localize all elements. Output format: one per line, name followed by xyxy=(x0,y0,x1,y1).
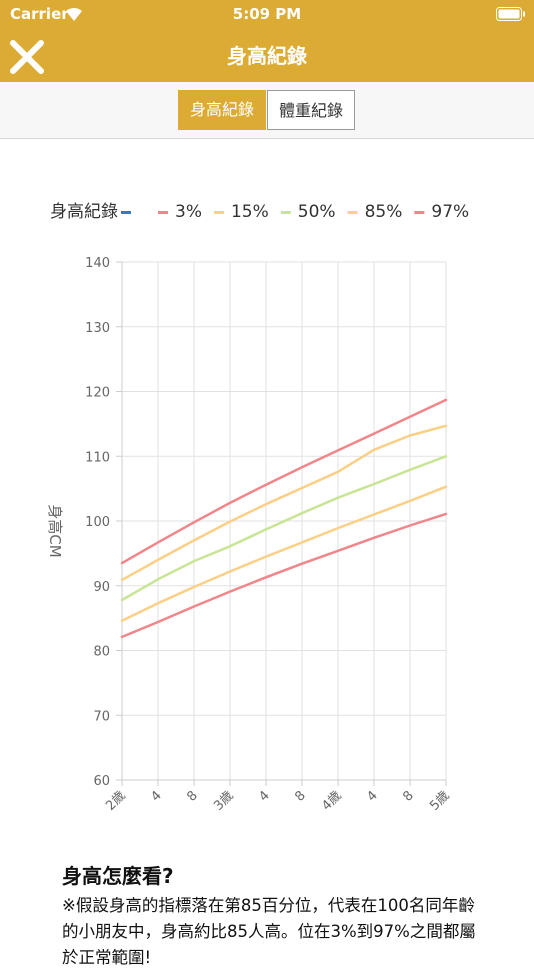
y-tick-label: 90 xyxy=(93,580,110,595)
x-tick-label: 4歲 xyxy=(319,788,345,814)
y-tick-label: 100 xyxy=(85,515,110,530)
legend-label: 85% xyxy=(365,202,403,222)
y-tick-label: 80 xyxy=(93,645,110,660)
wifi-icon xyxy=(66,7,82,21)
tab-bar: 身高紀錄 體重紀錄 xyxy=(0,82,534,139)
time: 5:09 PM xyxy=(232,5,302,23)
x-tick-label: 4 xyxy=(364,788,380,804)
x-tick-label: 3歲 xyxy=(211,788,237,814)
y-tick-label: 120 xyxy=(85,386,110,401)
x-tick-label: 5歲 xyxy=(427,788,453,814)
legend-label: 3% xyxy=(175,202,202,222)
tab-height[interactable]: 身高紀錄 xyxy=(178,90,266,130)
x-tick-label: 8 xyxy=(184,788,200,804)
series-line xyxy=(120,398,448,565)
battery-icon xyxy=(496,7,525,21)
info-text: ※假設身高的指標落在第85百分位，代表在100名同年齡的小朋友中，身高約比85人… xyxy=(62,896,476,967)
legend-label: 97% xyxy=(431,202,469,222)
legend-label: 50% xyxy=(298,202,336,222)
y-tick-label: 60 xyxy=(93,774,110,789)
legend-label: 身高紀錄 xyxy=(50,202,118,222)
legend-label: 15% xyxy=(231,202,269,222)
series-line xyxy=(120,455,448,602)
legend-swatch xyxy=(280,211,291,214)
tab-weight[interactable]: 體重紀錄 xyxy=(267,90,355,130)
legend-swatch xyxy=(414,211,425,214)
series-line xyxy=(120,485,448,622)
y-tick-label: 140 xyxy=(85,256,110,271)
x-tick-label: 8 xyxy=(400,788,416,804)
x-tick-label: 4 xyxy=(148,788,164,804)
carrier: Carrier xyxy=(10,5,69,23)
y-axis-label: 身高CM xyxy=(46,504,64,557)
series-line xyxy=(120,424,448,582)
header: Carrier 5:09 PM 身高紀錄 xyxy=(0,0,534,82)
y-tick-label: 110 xyxy=(85,450,110,465)
y-tick-label: 130 xyxy=(85,321,110,336)
legend-swatch xyxy=(213,211,224,214)
info: 身高怎麼看? ※假設身高的指標落在第85百分位，代表在100名同年齡的小朋友中，… xyxy=(62,860,486,971)
x-tick-label: 4 xyxy=(256,788,272,804)
legend-swatch xyxy=(158,211,168,214)
legend-swatch xyxy=(347,211,358,214)
y-tick-label: 70 xyxy=(93,709,110,724)
x-tick-label: 8 xyxy=(292,788,308,804)
close-button[interactable] xyxy=(10,40,44,74)
chart: 身高紀錄 3% 15% 50% 85% 97% 60 70 80 90 100 110 120 130 14… xyxy=(46,202,469,814)
nav-title: 身高紀錄 xyxy=(227,44,307,68)
series-line xyxy=(120,512,448,639)
info-title: 身高怎麼看? xyxy=(62,864,174,888)
x-tick-label: 2歲 xyxy=(103,788,129,814)
legend-swatch xyxy=(121,211,131,214)
